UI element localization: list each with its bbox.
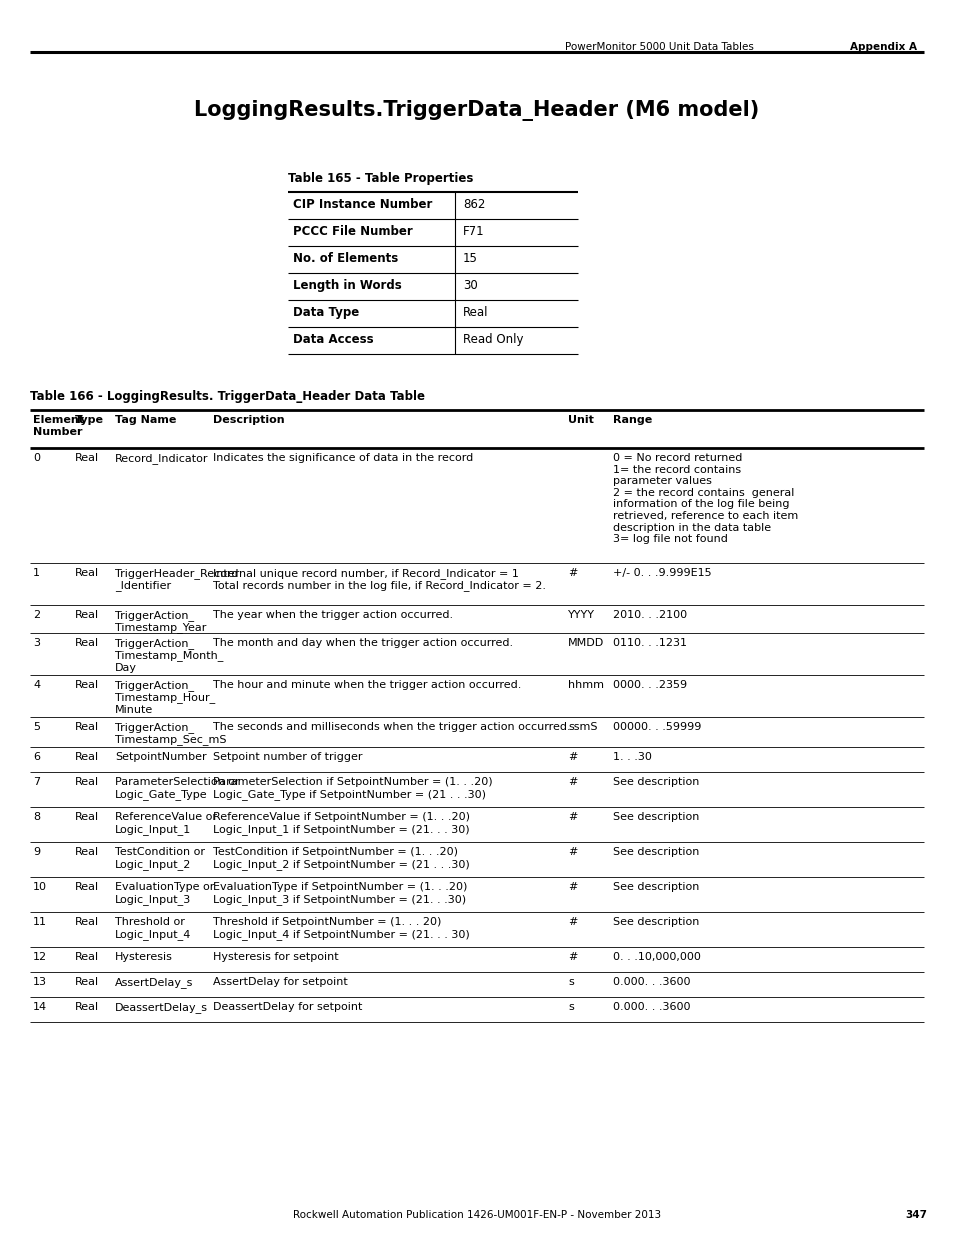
Text: ParameterSelection or
Logic_Gate_Type: ParameterSelection or Logic_Gate_Type [115,777,239,799]
Text: 4: 4 [33,680,40,690]
Text: See description: See description [613,847,699,857]
Text: DeassertDelay_s: DeassertDelay_s [115,1002,208,1013]
Text: 5: 5 [33,722,40,732]
Text: Element
Number: Element Number [33,415,84,437]
Text: Real: Real [75,1002,99,1011]
Text: 30: 30 [462,279,477,291]
Text: Real: Real [75,847,99,857]
Text: SetpointNumber: SetpointNumber [115,752,207,762]
Text: Real: Real [75,680,99,690]
Text: See description: See description [613,777,699,787]
Text: Real: Real [75,752,99,762]
Text: Real: Real [75,777,99,787]
Text: Tag Name: Tag Name [115,415,176,425]
Text: No. of Elements: No. of Elements [293,252,397,266]
Text: PowerMonitor 5000 Unit Data Tables: PowerMonitor 5000 Unit Data Tables [564,42,753,52]
Text: hhmm: hhmm [567,680,603,690]
Text: #: # [567,811,577,823]
Text: Real: Real [75,722,99,732]
Text: TriggerHeader_Record
_Identifier: TriggerHeader_Record _Identifier [115,568,238,592]
Text: 0.000. . .3600: 0.000. . .3600 [613,1002,690,1011]
Text: #: # [567,918,577,927]
Text: TestCondition if SetpointNumber = (1. . .20)
Logic_Input_2 if SetpointNumber = (: TestCondition if SetpointNumber = (1. . … [213,847,469,869]
Text: Hysteresis: Hysteresis [115,952,172,962]
Text: 7: 7 [33,777,40,787]
Text: TriggerAction_
Timestamp_Month_
Day: TriggerAction_ Timestamp_Month_ Day [115,638,223,673]
Text: 0: 0 [33,453,40,463]
Text: TriggerAction_
Timestamp_Sec_mS: TriggerAction_ Timestamp_Sec_mS [115,722,226,746]
Text: Setpoint number of trigger: Setpoint number of trigger [213,752,362,762]
Text: EvaluationType if SetpointNumber = (1. . .20)
Logic_Input_3 if SetpointNumber = : EvaluationType if SetpointNumber = (1. .… [213,882,467,904]
Text: See description: See description [613,882,699,892]
Text: Indicates the significance of data in the record: Indicates the significance of data in th… [213,453,473,463]
Text: Appendix A: Appendix A [849,42,916,52]
Text: TriggerAction_
Timestamp_Hour_
Minute: TriggerAction_ Timestamp_Hour_ Minute [115,680,215,715]
Text: Threshold if SetpointNumber = (1. . . 20)
Logic_Input_4 if SetpointNumber = (21.: Threshold if SetpointNumber = (1. . . 20… [213,918,469,940]
Text: The seconds and milliseconds when the trigger action occurred.: The seconds and milliseconds when the tr… [213,722,570,732]
Text: TestCondition or
Logic_Input_2: TestCondition or Logic_Input_2 [115,847,205,869]
Text: 1. . .30: 1. . .30 [613,752,651,762]
Text: 0 = No record returned
1= the record contains
parameter values
2 = the record co: 0 = No record returned 1= the record con… [613,453,798,545]
Text: Description: Description [213,415,284,425]
Text: Real: Real [75,568,99,578]
Text: Real: Real [75,811,99,823]
Text: CIP Instance Number: CIP Instance Number [293,198,432,211]
Text: Range: Range [613,415,652,425]
Text: 14: 14 [33,1002,47,1011]
Text: Internal unique record number, if Record_Indicator = 1
Total records number in t: Internal unique record number, if Record… [213,568,545,592]
Text: 347: 347 [904,1210,926,1220]
Text: 00000. . .59999: 00000. . .59999 [613,722,700,732]
Text: ssmS: ssmS [567,722,597,732]
Text: 9: 9 [33,847,40,857]
Text: #: # [567,752,577,762]
Text: 6: 6 [33,752,40,762]
Text: Read Only: Read Only [462,333,523,346]
Text: 11: 11 [33,918,47,927]
Text: 2010. . .2100: 2010. . .2100 [613,610,686,620]
Text: Data Type: Data Type [293,306,359,319]
Text: 13: 13 [33,977,47,987]
Text: See description: See description [613,918,699,927]
Text: Type: Type [75,415,104,425]
Text: Table 166 - LoggingResults. TriggerData_Header Data Table: Table 166 - LoggingResults. TriggerData_… [30,390,424,403]
Text: Rockwell Automation Publication 1426-UM001F-EN-P - November 2013: Rockwell Automation Publication 1426-UM0… [293,1210,660,1220]
Text: Real: Real [75,638,99,648]
Text: Real: Real [75,977,99,987]
Text: The year when the trigger action occurred.: The year when the trigger action occurre… [213,610,453,620]
Text: AssertDelay for setpoint: AssertDelay for setpoint [213,977,348,987]
Text: Table 165 - Table Properties: Table 165 - Table Properties [288,172,473,185]
Text: 3: 3 [33,638,40,648]
Text: ParameterSelection if SetpointNumber = (1. . .20)
Logic_Gate_Type if SetpointNum: ParameterSelection if SetpointNumber = (… [213,777,492,799]
Text: 8: 8 [33,811,40,823]
Text: #: # [567,847,577,857]
Text: YYYY: YYYY [567,610,595,620]
Text: Record_Indicator: Record_Indicator [115,453,209,464]
Text: MMDD: MMDD [567,638,603,648]
Text: ReferenceValue if SetpointNumber = (1. . .20)
Logic_Input_1 if SetpointNumber = : ReferenceValue if SetpointNumber = (1. .… [213,811,470,835]
Text: Real: Real [462,306,488,319]
Text: #: # [567,952,577,962]
Text: s: s [567,1002,573,1011]
Text: TriggerAction_
Timestamp_Year: TriggerAction_ Timestamp_Year [115,610,206,634]
Text: The hour and minute when the trigger action occurred.: The hour and minute when the trigger act… [213,680,521,690]
Text: Length in Words: Length in Words [293,279,401,291]
Text: 2: 2 [33,610,40,620]
Text: 0000. . .2359: 0000. . .2359 [613,680,686,690]
Text: 15: 15 [462,252,477,266]
Text: AssertDelay_s: AssertDelay_s [115,977,193,988]
Text: ReferenceValue or
Logic_Input_1: ReferenceValue or Logic_Input_1 [115,811,216,835]
Text: #: # [567,882,577,892]
Text: Hysteresis for setpoint: Hysteresis for setpoint [213,952,338,962]
Text: Unit: Unit [567,415,594,425]
Text: The month and day when the trigger action occurred.: The month and day when the trigger actio… [213,638,513,648]
Text: 0.000. . .3600: 0.000. . .3600 [613,977,690,987]
Text: DeassertDelay for setpoint: DeassertDelay for setpoint [213,1002,362,1011]
Text: Data Access: Data Access [293,333,374,346]
Text: #: # [567,568,577,578]
Text: EvaluationType or
Logic_Input_3: EvaluationType or Logic_Input_3 [115,882,214,904]
Text: PCCC File Number: PCCC File Number [293,225,413,238]
Text: +/- 0. . .9.999E15: +/- 0. . .9.999E15 [613,568,711,578]
Text: F71: F71 [462,225,484,238]
Text: See description: See description [613,811,699,823]
Text: 862: 862 [462,198,485,211]
